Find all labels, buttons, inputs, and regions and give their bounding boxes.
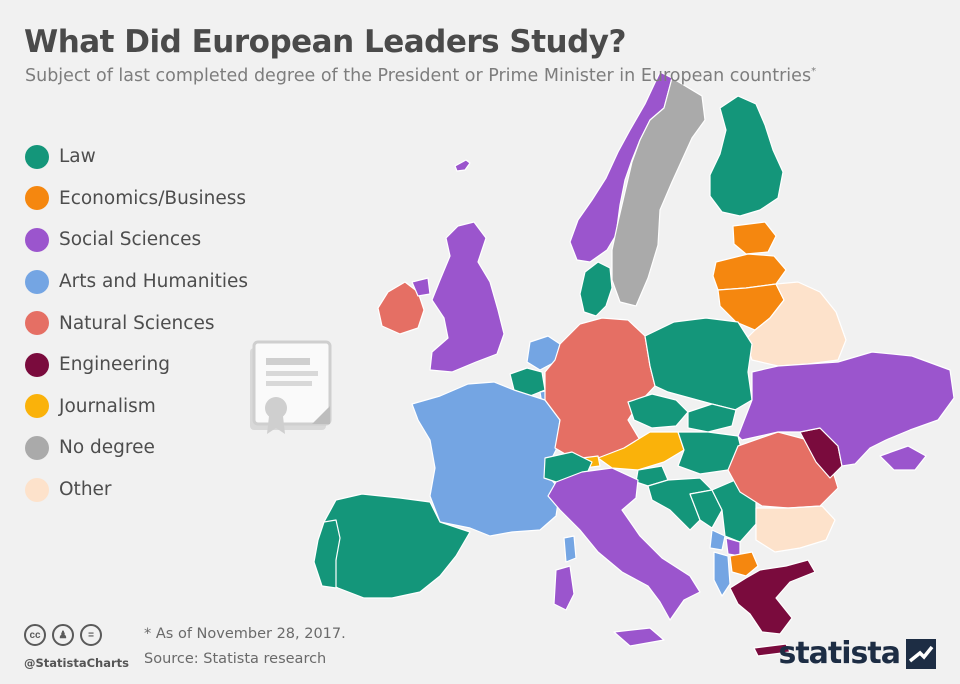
legend-item-arts: Arts and Humanities [25, 261, 248, 303]
region-bulgaria [755, 505, 836, 553]
region-crete [753, 643, 791, 657]
legend-swatch-other [25, 477, 49, 502]
region-denmark [579, 261, 613, 317]
region-sweden [611, 77, 706, 307]
legend-label: Other [59, 479, 112, 501]
region-slovakia [687, 403, 737, 433]
region-france [411, 381, 561, 537]
brand-logo[interactable]: statista [778, 636, 936, 671]
region-macedonia [729, 551, 759, 577]
region-crimea [879, 445, 927, 471]
region-montenegro [709, 529, 726, 551]
statista-logo-icon [906, 638, 936, 669]
legend-item-other: Other [25, 469, 248, 511]
subtitle-text: Subject of last completed degree of the … [25, 66, 812, 86]
legend-label: Engineering [59, 354, 170, 376]
region-corsica [563, 535, 577, 563]
region-estonia [732, 221, 777, 255]
legend-swatch-journalism [25, 394, 49, 419]
legend-swatch-eng [25, 352, 49, 377]
legend-label: Natural Sciences [59, 312, 215, 334]
region-italy [547, 467, 701, 621]
region-albania [713, 551, 731, 597]
legend-swatch-social [25, 227, 49, 252]
legend: Law Economics/Business Social Sciences Arts… [25, 136, 248, 510]
legend-label: Arts and Humanities [59, 271, 248, 293]
region-poland [644, 317, 753, 411]
chart-title: What Did European Leaders Study? [24, 24, 627, 60]
legend-item-none: No degree [25, 427, 248, 469]
cc-icon: cc [24, 624, 46, 646]
legend-label: Journalism [59, 395, 156, 417]
legend-swatch-law [25, 144, 49, 169]
region-bosnia [689, 489, 723, 529]
region-ukraine [737, 351, 955, 467]
legend-label: No degree [59, 437, 155, 459]
equals-icon: = [80, 624, 102, 646]
region-finland [709, 95, 784, 217]
legend-swatch-natural [25, 311, 49, 336]
region-iceland [454, 159, 471, 172]
legend-item-social: Social Sciences [25, 219, 248, 261]
person-icon: ♟ [52, 624, 74, 646]
legend-item-econ: Economics/Business [25, 178, 248, 220]
legend-swatch-econ [25, 186, 49, 211]
region-czech [627, 393, 689, 429]
region-germany [544, 317, 656, 459]
region-sardinia [553, 565, 575, 611]
legend-label: Law [59, 146, 96, 168]
brand-name: statista [778, 636, 901, 671]
legend-item-journalism: Journalism [25, 386, 248, 428]
legend-swatch-none [25, 435, 49, 460]
footnote: * As of November 28, 2017. [144, 626, 346, 642]
legend-swatch-arts [25, 269, 49, 294]
region-uk [429, 221, 505, 373]
legend-label: Economics/Business [59, 187, 247, 209]
license-icons: cc ♟ = [24, 624, 102, 646]
legend-label: Social Sciences [59, 229, 202, 251]
region-northern-ireland [411, 277, 431, 297]
region-ireland [377, 281, 425, 335]
region-greece [729, 559, 816, 635]
region-portugal [313, 519, 341, 589]
legend-item-natural: Natural Sciences [25, 302, 248, 344]
legend-item-law: Law [25, 136, 248, 178]
chart-subtitle: Subject of last completed degree of the … [25, 66, 816, 86]
twitter-handle[interactable]: @StatistaCharts [24, 656, 129, 670]
legend-item-eng: Engineering [25, 344, 248, 386]
region-sicily [613, 627, 665, 647]
footnote-marker: * [811, 66, 817, 78]
certificate-icon [250, 340, 332, 434]
source-note: Source: Statista research [144, 651, 327, 667]
